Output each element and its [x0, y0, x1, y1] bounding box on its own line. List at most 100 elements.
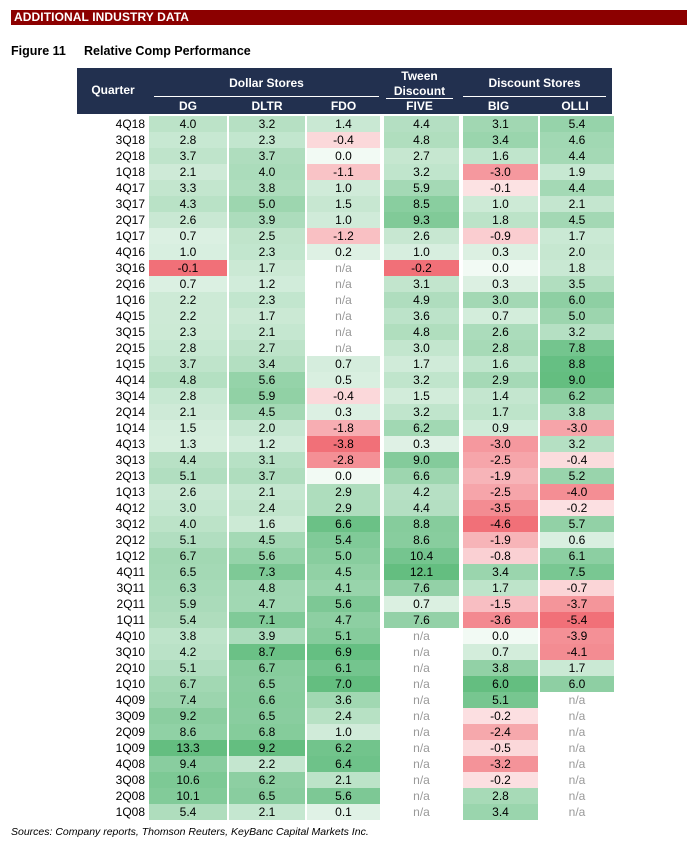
cell-olli: -3.7 — [540, 596, 614, 612]
cell-dltr: 6.7 — [229, 660, 305, 676]
cell-dg: 2.6 — [149, 484, 227, 500]
cell-big: 2.9 — [463, 372, 538, 388]
table-row: 1Q16 2.2 2.3 n/a 4.9 3.0 6.0 — [77, 292, 687, 308]
cell-fdo: -1.8 — [307, 420, 380, 436]
table-row: 2Q13 5.1 3.7 0.0 6.6 -1.9 5.2 — [77, 468, 687, 484]
cell-olli: 2.1 — [540, 196, 614, 212]
cell-big: -1.9 — [463, 532, 538, 548]
cell-five: 3.1 — [384, 276, 459, 292]
cell-fdo: 5.6 — [307, 788, 380, 804]
quarter-label: 2Q11 — [116, 597, 145, 611]
cell-fdo: 1.4 — [307, 116, 380, 132]
cell-olli: -3.0 — [540, 420, 614, 436]
cell-big: -0.9 — [463, 228, 538, 244]
cell-big: 3.4 — [463, 804, 538, 820]
table-row: 4Q17 3.3 3.8 1.0 5.9 -0.1 4.4 — [77, 180, 687, 196]
source-note: Sources: Company reports, Thomson Reuter… — [11, 826, 369, 838]
cell-dg: 1.5 — [149, 420, 227, 436]
table-row: 3Q15 2.3 2.1 n/a 4.8 2.6 3.2 — [77, 324, 687, 340]
quarter-label: 4Q11 — [116, 565, 145, 579]
cell-fdo: -1.2 — [307, 228, 380, 244]
quarter-label: 2Q12 — [115, 533, 145, 547]
cell-five: 3.6 — [384, 308, 459, 324]
cell-five: n/a — [413, 757, 430, 771]
quarter-label: 2Q17 — [115, 213, 145, 227]
cell-dltr: 6.5 — [229, 788, 305, 804]
cell-dltr: 2.3 — [229, 132, 305, 148]
cell-olli: -4.1 — [540, 644, 614, 660]
cell-dg: 6.7 — [149, 548, 227, 564]
cell-fdo: 1.0 — [307, 724, 380, 740]
cell-fdo: 5.0 — [307, 548, 380, 564]
cell-dltr: 2.2 — [229, 756, 305, 772]
cell-dltr: 3.2 — [229, 116, 305, 132]
cell-big: 6.0 — [463, 676, 538, 692]
cell-dg: 4.8 — [149, 372, 227, 388]
table-row: 4Q14 4.8 5.6 0.5 3.2 2.9 9.0 — [77, 372, 687, 388]
cell-fdo: n/a — [335, 277, 352, 291]
cell-five: 7.6 — [384, 580, 459, 596]
cell-big: -0.2 — [463, 708, 538, 724]
table-row: 1Q18 2.1 4.0 -1.1 3.2 -3.0 1.9 — [77, 164, 687, 180]
cell-big: 1.7 — [463, 404, 538, 420]
table-row: 4Q08 9.4 2.2 6.4 n/a -3.2 n/a — [77, 756, 687, 772]
cell-five: 4.4 — [384, 116, 459, 132]
cell-dltr: 5.0 — [229, 196, 305, 212]
cell-dltr: 2.7 — [229, 340, 305, 356]
cell-fdo: -3.8 — [307, 436, 380, 452]
cell-dltr: 3.9 — [229, 212, 305, 228]
cell-olli: -0.2 — [540, 500, 614, 516]
cell-dltr: 4.7 — [229, 596, 305, 612]
cell-big: 3.1 — [463, 116, 538, 132]
cell-big: -0.2 — [463, 772, 538, 788]
cell-five: 1.5 — [384, 388, 459, 404]
cell-five: 0.7 — [384, 596, 459, 612]
table-row: 3Q11 6.3 4.8 4.1 7.6 1.7 -0.7 — [77, 580, 687, 596]
cell-fdo: n/a — [335, 293, 352, 307]
quarter-label: 4Q09 — [115, 693, 145, 707]
cell-dltr: 2.5 — [229, 228, 305, 244]
cell-olli: 1.7 — [540, 228, 614, 244]
table-row: 1Q14 1.5 2.0 -1.8 6.2 0.9 -3.0 — [77, 420, 687, 436]
header-tween-discount: Tween Discount FIVE — [382, 68, 457, 114]
cell-big: 1.8 — [463, 212, 538, 228]
cell-dltr: 9.2 — [229, 740, 305, 756]
cell-fdo: 0.0 — [307, 468, 380, 484]
cell-big: 0.7 — [463, 644, 538, 660]
quarter-label: 4Q08 — [115, 757, 145, 771]
cell-dltr: 2.1 — [229, 484, 305, 500]
cell-dg: 2.1 — [149, 164, 227, 180]
quarter-label: 2Q13 — [115, 469, 145, 483]
quarter-label: 3Q12 — [115, 517, 145, 531]
cell-big: -3.0 — [463, 164, 538, 180]
cell-olli: n/a — [568, 773, 586, 787]
quarter-label: 3Q09 — [115, 709, 145, 723]
cell-dltr: 2.1 — [229, 804, 305, 820]
comp-performance-table: 4Q18 4.0 3.2 1.4 4.4 3.1 5.4 3Q18 2.8 2.3 -0.4 4.8 3… — [77, 116, 687, 820]
quarter-label: 1Q18 — [115, 165, 145, 179]
cell-dg: 3.7 — [149, 148, 227, 164]
cell-dg: 5.1 — [149, 468, 227, 484]
quarter-label: 4Q17 — [115, 181, 145, 195]
quarter-label: 1Q16 — [115, 293, 145, 307]
cell-dg: 6.5 — [149, 564, 227, 580]
cell-dg: 3.8 — [149, 628, 227, 644]
cell-big: 1.0 — [463, 196, 538, 212]
cell-dg: 9.2 — [149, 708, 227, 724]
table-row: 3Q17 4.3 5.0 1.5 8.5 1.0 2.1 — [77, 196, 687, 212]
cell-dg: 10.6 — [149, 772, 227, 788]
cell-dltr: 1.6 — [229, 516, 305, 532]
table-row: 3Q09 9.2 6.5 2.4 n/a -0.2 n/a — [77, 708, 687, 724]
cell-big: -4.6 — [463, 516, 538, 532]
cell-big: 0.3 — [463, 276, 538, 292]
cell-big: 2.6 — [463, 324, 538, 340]
cell-five: 4.2 — [384, 484, 459, 500]
cell-fdo: 3.6 — [307, 692, 380, 708]
cell-dltr: 3.4 — [229, 356, 305, 372]
cell-five: 4.8 — [384, 132, 459, 148]
section-banner: ADDITIONAL INDUSTRY DATA — [11, 10, 687, 25]
cell-fdo: 4.1 — [307, 580, 380, 596]
cell-fdo: n/a — [335, 325, 352, 339]
cell-olli: 6.2 — [540, 388, 614, 404]
cell-dg: 2.3 — [149, 324, 227, 340]
